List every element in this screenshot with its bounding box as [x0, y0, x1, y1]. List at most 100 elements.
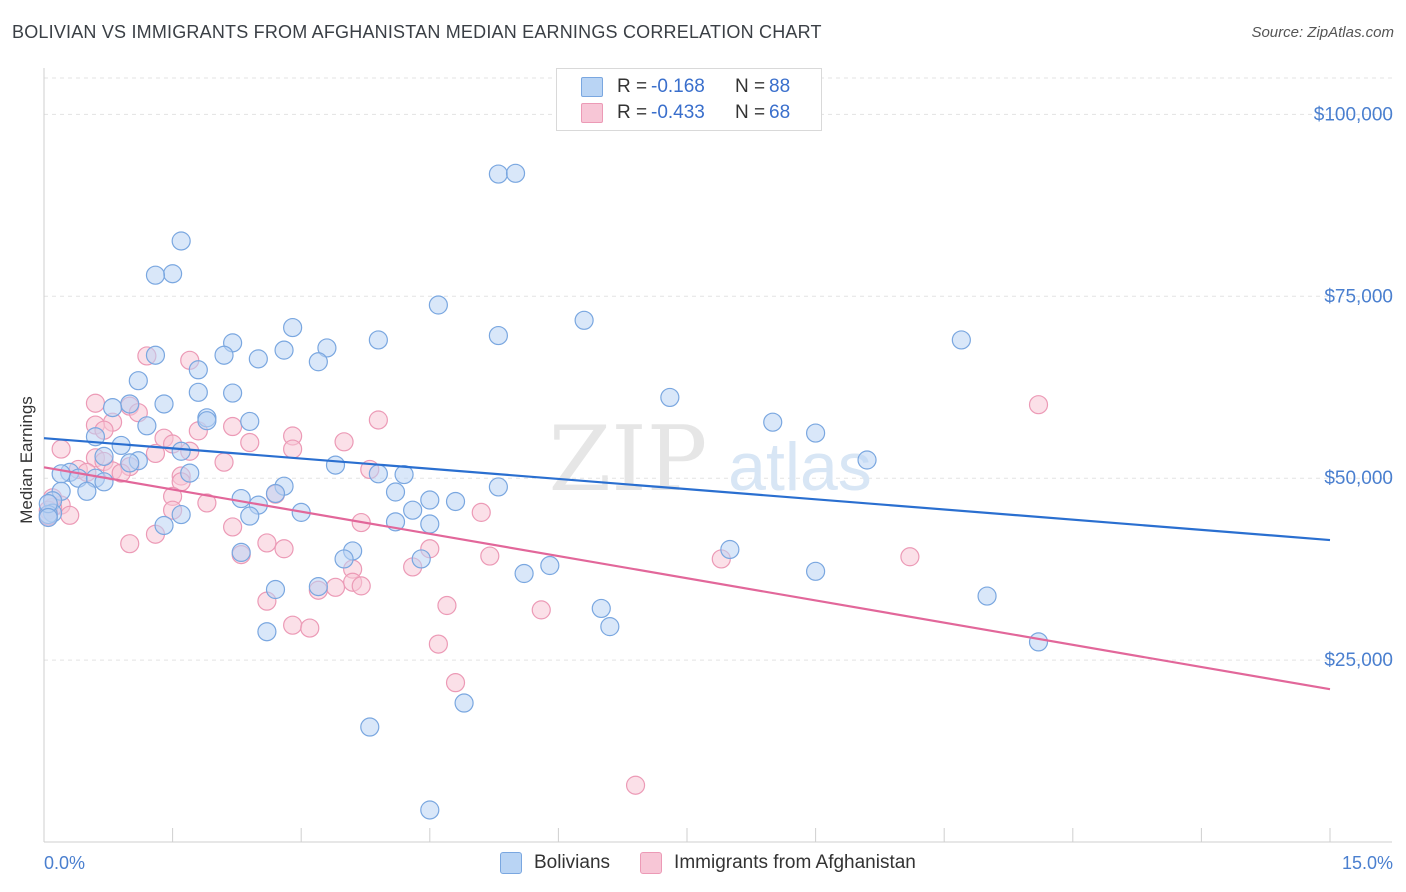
bolivian-point	[257, 622, 277, 642]
afghanistan-point	[283, 439, 303, 459]
legend-swatch-pink	[581, 103, 603, 123]
afghanistan-point	[283, 615, 303, 635]
y-tick-labels: $25,000 $50,000 $75,000 $100,000	[1314, 104, 1393, 671]
afghanistan-point	[240, 432, 260, 453]
watermark-zip: ZIP	[549, 407, 708, 512]
bolivian-point	[488, 325, 508, 346]
bolivian-point	[720, 539, 740, 560]
bolivian-point	[171, 231, 191, 251]
afghanistan-point	[368, 410, 388, 430]
legend-n-label: N =	[735, 76, 766, 97]
legend-swatch-blue	[581, 77, 603, 97]
bolivian-point	[214, 345, 234, 365]
bolivians-points	[38, 163, 1049, 820]
grid-lines	[44, 77, 1392, 661]
afghanistan-point	[480, 546, 500, 566]
legend-r-label: R =	[617, 76, 648, 97]
afghanistan-point	[531, 600, 551, 620]
afghanistan-point	[120, 534, 140, 554]
bolivian-point	[488, 477, 508, 497]
afghanistan-point	[274, 539, 294, 559]
afghanistan-trend-line	[43, 466, 1331, 691]
y-axis-label: Median Earnings	[17, 396, 36, 524]
bolivian-point	[411, 549, 431, 569]
bolivian-point	[420, 490, 440, 510]
legend-item-afghanistan[interactable]: Immigrants from Afghanistan	[640, 852, 916, 874]
bolivian-point	[368, 330, 388, 350]
y-tick-label: $25,000	[1324, 650, 1393, 671]
bolivian-point	[197, 411, 217, 431]
bolivian-point	[805, 423, 826, 443]
afghanistan-point	[214, 452, 234, 472]
y-tick-label: $50,000	[1324, 468, 1393, 489]
afghanistan-point	[428, 634, 448, 654]
afghanistan-point	[85, 393, 106, 413]
bolivian-point	[128, 371, 148, 391]
bolivian-point	[951, 330, 971, 350]
afghanistan-point	[1028, 395, 1049, 415]
afghanistan-point	[197, 493, 217, 513]
bolivian-point	[394, 464, 414, 485]
bolivian-point	[163, 264, 183, 284]
bolivian-point	[977, 586, 997, 606]
bolivian-point	[805, 561, 826, 581]
afghanistan-point	[351, 576, 371, 596]
correlation-legend: R = -0.168 N = 88 R = -0.433 N = 68	[556, 68, 822, 131]
bolivians-swatch	[500, 852, 522, 874]
bolivian-point	[240, 411, 260, 432]
bolivian-point	[154, 515, 174, 536]
bolivian-point	[51, 464, 71, 484]
bolivians-trend-line	[43, 437, 1331, 542]
legend-row-afghanistan: R = -0.433 N = 68	[581, 101, 790, 125]
bolivian-point	[283, 317, 303, 338]
trend-lines	[43, 437, 1331, 691]
legend-item-bolivians[interactable]: Bolivians	[500, 852, 610, 874]
bolivian-point	[120, 453, 140, 473]
bolivian-point	[403, 500, 423, 520]
bolivian-point	[420, 800, 440, 820]
afghanistan-point	[437, 595, 457, 616]
afghanistan-point	[257, 533, 277, 553]
bolivian-point	[102, 398, 123, 418]
bolivian-point	[171, 504, 191, 525]
legend-r-value: -0.168	[651, 76, 705, 97]
afghanistan-point	[445, 673, 466, 693]
bolivian-point	[368, 464, 388, 484]
bolivian-point	[591, 598, 611, 619]
x-tick-max: 15.0%	[1342, 853, 1393, 873]
bolivian-point	[171, 441, 191, 461]
y-tick-label: $100,000	[1314, 104, 1393, 125]
watermark-atlas: atlas	[728, 429, 872, 505]
bolivian-point	[188, 382, 208, 402]
bolivian-point	[145, 265, 166, 285]
bolivian-point	[265, 579, 286, 600]
bolivian-point	[857, 450, 877, 470]
bolivian-point	[540, 555, 560, 576]
bolivian-point	[154, 394, 174, 414]
bolivian-point	[488, 164, 508, 184]
bolivian-point	[420, 514, 440, 534]
bolivian-point	[317, 338, 337, 358]
afghanistan-point	[60, 505, 80, 525]
afghanistan-point	[900, 547, 920, 567]
bolivian-point	[274, 340, 294, 360]
bolivian-point	[1028, 632, 1049, 652]
y-tick-label: $75,000	[1324, 286, 1393, 307]
legend-r-label: R =	[617, 102, 648, 123]
bolivian-point	[240, 506, 260, 526]
afghanistan-point	[223, 517, 243, 537]
legend-n-value: 68	[769, 102, 791, 123]
afghanistan-point	[625, 775, 646, 795]
watermark: ZIP atlas	[549, 407, 872, 512]
chart-title: BOLIVIAN VS IMMIGRANTS FROM AFGHANISTAN …	[12, 22, 822, 42]
legend-n-value: 88	[769, 76, 791, 97]
bolivian-point	[600, 617, 620, 637]
axes	[43, 68, 1392, 843]
bolivian-point	[120, 394, 140, 414]
afghanistan-point	[334, 432, 354, 452]
bolivian-point	[231, 542, 251, 563]
afghanistan-point	[471, 502, 491, 522]
afghanistan-point	[145, 443, 166, 464]
series-legend: Bolivians Immigrants from Afghanistan	[500, 852, 946, 874]
